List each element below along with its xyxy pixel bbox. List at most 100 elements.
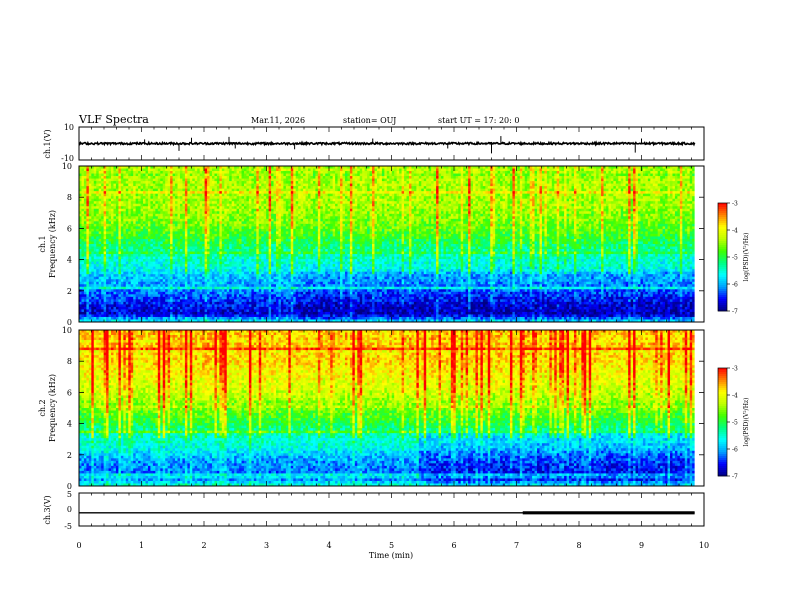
waveform-line <box>78 140 696 147</box>
spectrogram-cell <box>308 211 311 215</box>
spectrogram-cell <box>135 213 139 217</box>
spectrogram-cell <box>197 203 201 207</box>
spectrogram-cell <box>581 183 585 187</box>
spectrogram-cell <box>509 196 513 200</box>
spectrogram-cell <box>354 191 358 195</box>
spectrogram-cell <box>101 193 105 197</box>
spectrogram-cell <box>273 211 277 215</box>
spectrogram-cell <box>487 173 491 177</box>
spectrogram-cell <box>517 198 521 202</box>
spectrogram-cell <box>143 211 146 215</box>
spectrogram-cell <box>248 206 252 210</box>
spectrogram-cell <box>460 196 464 200</box>
spectrogram-cell <box>578 186 582 190</box>
spectrogram-cell <box>391 186 395 190</box>
spectrogram-cell <box>517 168 521 172</box>
spectrogram-cell <box>138 208 141 212</box>
spectrogram-cell <box>406 203 410 207</box>
spectrogram-cell <box>480 198 484 202</box>
spectrogram-cell <box>433 181 437 185</box>
spectrogram-cell <box>379 201 383 205</box>
spectrogram-cell <box>135 211 139 215</box>
spectrogram-cell <box>101 178 105 182</box>
spectrogram-cell <box>253 193 257 197</box>
spectrogram-cell <box>566 188 570 192</box>
spectrogram-cell <box>362 198 366 202</box>
spectrogram-cell <box>522 211 526 215</box>
spectrogram-cell <box>162 206 166 210</box>
spectrogram-cell <box>544 198 548 202</box>
spectrogram-cell <box>160 181 164 185</box>
spectrogram-cell <box>391 198 395 202</box>
spectrogram-cell <box>133 166 137 169</box>
spectrogram-cell <box>340 173 343 177</box>
spectrogram-cell <box>352 198 356 202</box>
spectrogram-cell <box>79 201 82 205</box>
spectrogram-cell <box>497 203 501 207</box>
spectrogram-cell <box>512 201 516 205</box>
spectrogram-cell <box>440 186 444 190</box>
spectrogram-cell <box>229 166 233 169</box>
spectrogram-cell <box>197 183 201 187</box>
spectrogram-cell <box>537 203 540 207</box>
spectrogram-cell <box>305 206 309 210</box>
spectrogram-cell <box>130 178 134 182</box>
spectrogram-cell <box>440 196 444 200</box>
spectrogram-cell <box>140 188 144 192</box>
spectrogram-cell <box>539 201 543 205</box>
spectrogram-cell <box>522 186 526 190</box>
spectrogram-cell <box>411 191 415 195</box>
spectrogram-cell <box>637 178 641 182</box>
spectrogram-cell <box>389 191 393 195</box>
spectrogram-cell <box>596 186 599 190</box>
spectrogram-cell <box>642 191 646 195</box>
spectrogram-cell <box>226 211 230 215</box>
spectrogram-cell <box>404 183 407 187</box>
spectrogram-cell <box>135 186 139 190</box>
spectrogram-cell <box>162 191 166 195</box>
spectrogram-cell <box>248 211 252 215</box>
spectrogram-cell <box>477 208 481 212</box>
spectrogram-cell <box>322 201 326 205</box>
spectrogram-cell <box>458 178 462 182</box>
spectrogram-cell <box>625 178 629 182</box>
spectrogram-cell <box>416 173 420 177</box>
spectrogram-cell <box>187 201 191 205</box>
spectrogram-cell <box>475 183 479 187</box>
spectrogram-cell <box>182 206 186 210</box>
spectrogram-cell <box>391 193 395 197</box>
spectrogram-cell <box>500 168 503 172</box>
spectrogram-cell <box>428 193 432 197</box>
spectrogram-cell <box>276 176 279 179</box>
spectrogram-cell <box>123 213 127 217</box>
spectrogram-cell <box>554 183 558 187</box>
spectrogram-cell <box>219 178 223 182</box>
spectrogram-cell <box>657 181 661 185</box>
spectrogram-cell <box>406 196 410 200</box>
spectrogram-cell <box>179 188 183 192</box>
spectrogram-cell <box>106 201 109 205</box>
spectrogram-cell <box>160 193 164 197</box>
spectrogram-cell <box>317 168 321 172</box>
spectrogram-cell <box>273 206 277 210</box>
spectrogram-cell <box>529 178 533 182</box>
spectrogram-cell <box>157 198 161 202</box>
spectrogram-cell <box>150 188 154 192</box>
spectrogram-cell <box>672 186 676 190</box>
spectrogram-cell <box>115 208 119 212</box>
spectrogram-cell <box>608 188 612 192</box>
spectrogram-cell <box>517 188 521 192</box>
spectrogram-cell <box>229 211 233 215</box>
spectrogram-cell <box>384 211 388 215</box>
spectrogram-cell <box>199 191 203 195</box>
spectrogram-cell <box>160 206 164 210</box>
spectrogram-cell <box>165 201 169 205</box>
spectrogram-cell <box>216 188 220 192</box>
spectrogram-cell <box>527 181 531 185</box>
spectrogram-cell <box>544 203 548 207</box>
spectrogram-cell <box>194 178 198 182</box>
spectrogram-cell <box>497 186 501 190</box>
spectrogram-cell <box>645 168 649 172</box>
spectrogram-cell <box>79 193 82 197</box>
spectrogram-cell <box>665 178 668 182</box>
